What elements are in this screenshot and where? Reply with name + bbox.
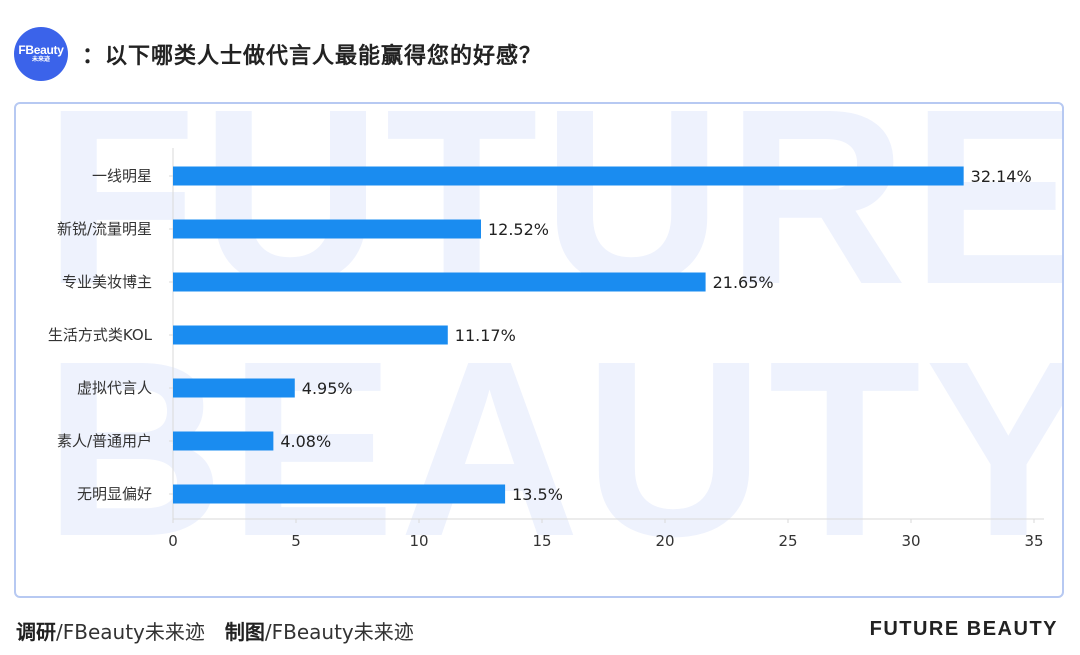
logo-subtext: 未来迹 [31, 57, 50, 63]
survey-question: ：以下哪类人士做代言人最能赢得您的好感？ [82, 44, 543, 69]
chart-label: 制图 [224, 620, 265, 644]
x-tick-label: 20 [655, 532, 674, 550]
data-label: 4.95% [302, 379, 353, 398]
survey-value: /FBeauty未来迹 [56, 620, 205, 644]
category-label: 虚拟代言人 [77, 379, 152, 397]
bar [173, 219, 481, 239]
bar-chart: 一线明星 32.14% 新锐/流量明星 12.52% 专业美妆博主 21.65% 生活方式类… [48, 148, 1044, 550]
x-tick-label: 0 [168, 532, 178, 550]
logo-text: FBeauty [18, 43, 64, 57]
category-label: 生活方式类KOL [48, 326, 153, 344]
bar [173, 325, 448, 345]
header: FBeauty 未来迹 ：以下哪类人士做代言人最能赢得您的好感？ [14, 26, 542, 82]
x-tick-label: 25 [778, 532, 797, 550]
data-label: 32.14% [971, 167, 1032, 186]
data-label: 21.65% [713, 273, 774, 292]
bar [173, 431, 274, 451]
x-tick-label: 30 [901, 532, 920, 550]
category-label: 新锐/流量明星 [57, 220, 152, 238]
x-tick-label: 35 [1024, 532, 1043, 550]
brand-logo: FBeauty 未来迹 [14, 27, 68, 81]
category-label: 专业美妆博主 [62, 273, 152, 291]
category-label: 素人/普通用户 [57, 432, 152, 450]
data-label: 13.5% [512, 485, 563, 504]
x-tick-label: 5 [291, 532, 301, 550]
data-label: 4.08% [280, 432, 331, 451]
bar [173, 484, 506, 504]
data-label: 11.17% [455, 326, 516, 345]
bar [173, 378, 295, 398]
chart-value: /FBeauty未来迹 [264, 620, 414, 644]
bar [173, 272, 706, 292]
x-tick-label: 10 [409, 532, 428, 550]
survey-label: 调研 [16, 620, 56, 644]
chart-panel: FUTURE BEAUTY 一线明星 32.14% 新锐/流量明星 12.52% 专业美… [14, 102, 1064, 598]
data-label: 12.52% [488, 220, 549, 239]
x-tick-label: 15 [532, 532, 551, 550]
footer-brand: FUTURE BEAUTY [869, 618, 1058, 640]
bar [173, 166, 964, 186]
category-label: 一线明星 [92, 167, 152, 185]
category-label: 无明显偏好 [77, 485, 152, 503]
credits: 调研/FBeauty未来迹 制图/FBeauty未来迹 [16, 616, 414, 645]
